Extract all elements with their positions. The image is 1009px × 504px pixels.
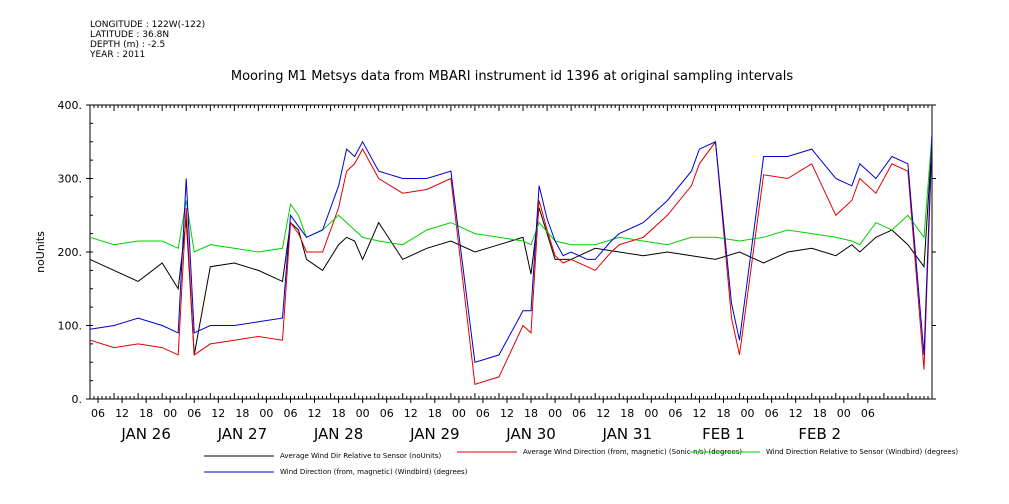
x-tick-label: 12 — [789, 407, 803, 420]
y-tick-label: 200. — [58, 246, 83, 259]
x-tick-label: 00 — [644, 407, 658, 420]
x-tick-label: 00 — [548, 407, 562, 420]
x-tick-label: 12 — [404, 407, 418, 420]
date-label: JAN 29 — [409, 425, 460, 443]
x-tick-label: 18 — [139, 407, 153, 420]
y-tick-label: 400. — [58, 99, 83, 112]
x-tick-label: 18 — [524, 407, 538, 420]
x-tick-label: 18 — [717, 407, 731, 420]
x-tick-label: 06 — [476, 407, 490, 420]
x-tick-label: 18 — [813, 407, 827, 420]
x-tick-label: 00 — [356, 407, 370, 420]
depth-text: DEPTH (m) : -2.5 — [90, 40, 166, 50]
legend-label-2: Average Wind Direction (from, magnetic) … — [523, 448, 742, 456]
y-tick-label: 0. — [72, 393, 83, 406]
x-tick-label: 06 — [283, 407, 297, 420]
date-label: JAN 26 — [120, 425, 171, 443]
x-tick-label: 00 — [452, 407, 466, 420]
series-line-1 — [89, 141, 933, 355]
date-label: JAN 27 — [217, 425, 268, 443]
x-tick-label: 18 — [235, 407, 249, 420]
longitude-text: LONGITUDE : 122W(-122) — [90, 20, 206, 30]
legend-label-1: Average Wind Dir Relative to Sensor (noU… — [280, 452, 441, 460]
x-tick-label: 06 — [572, 407, 586, 420]
x-tick-label: 06 — [765, 407, 779, 420]
x-tick-label: 06 — [187, 407, 201, 420]
date-label: JAN 30 — [505, 425, 556, 443]
legend-label-4: Wind Direction (from, magnetic) (Windbir… — [280, 468, 468, 476]
x-tick-label: 12 — [500, 407, 514, 420]
date-label: FEB 2 — [798, 425, 841, 443]
x-tick-label: 06 — [380, 407, 394, 420]
axis-layer: 0. 100. 200. 300. 400. 06 12 18 00 06 12 18 00 06 12 18… — [58, 99, 936, 443]
series-layer — [89, 134, 933, 385]
legend: Average Wind Dir Relative to Sensor (noU… — [204, 448, 958, 476]
y-axis-label: noUnits — [34, 231, 47, 273]
x-tick-label: 00 — [741, 407, 755, 420]
metadata-block: LONGITUDE : 122W(-122) LATITUDE : 36.8N … — [90, 20, 205, 60]
x-tick-label: 18 — [620, 407, 634, 420]
x-tick-label: 12 — [211, 407, 225, 420]
y-tick-label: 100. — [58, 320, 83, 333]
x-tick-label: 12 — [596, 407, 610, 420]
x-tick-label: 06 — [668, 407, 682, 420]
x-tick-label: 12 — [115, 407, 129, 420]
x-tick-label: 18 — [332, 407, 346, 420]
x-tick-label: 06 — [861, 407, 875, 420]
year-text: YEAR : 2011 — [90, 50, 146, 60]
chart-title: Mooring M1 Metsys data from MBARI instru… — [231, 69, 793, 84]
x-tick-label: 06 — [91, 407, 105, 420]
x-tick-label: 00 — [837, 407, 851, 420]
plot-frame — [89, 104, 933, 400]
series-line-4 — [89, 134, 933, 363]
date-label: FEB 1 — [702, 425, 745, 443]
latitude-text: LATITUDE : 36.8N — [90, 30, 170, 40]
legend-label-3: Wind Direction Relative to Sensor (Windb… — [766, 448, 958, 456]
date-label: JAN 31 — [602, 425, 653, 443]
x-tick-label: 00 — [259, 407, 273, 420]
series-line-2 — [89, 140, 933, 385]
series-line-3 — [89, 134, 933, 253]
x-tick-label: 12 — [692, 407, 706, 420]
y-tick-label: 300. — [58, 173, 83, 186]
x-tick-label: 12 — [308, 407, 322, 420]
x-tick-label: 00 — [163, 407, 177, 420]
x-tick-label: 18 — [428, 407, 442, 420]
date-label: JAN 28 — [313, 425, 364, 443]
